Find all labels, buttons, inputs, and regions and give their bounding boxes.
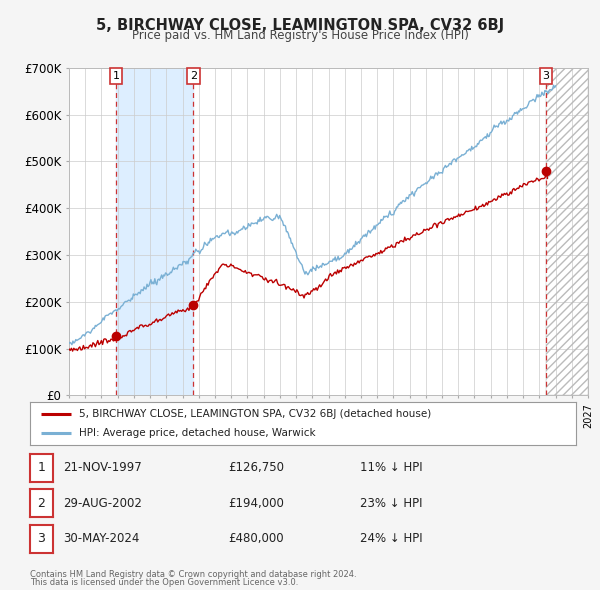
Text: 24% ↓ HPI: 24% ↓ HPI xyxy=(360,532,422,545)
Text: 30-MAY-2024: 30-MAY-2024 xyxy=(63,532,139,545)
Text: 1: 1 xyxy=(37,461,46,474)
Text: £126,750: £126,750 xyxy=(228,461,284,474)
Text: 21-NOV-1997: 21-NOV-1997 xyxy=(63,461,142,474)
Bar xyxy=(546,68,588,395)
Text: Price paid vs. HM Land Registry's House Price Index (HPI): Price paid vs. HM Land Registry's House … xyxy=(131,30,469,42)
Text: 23% ↓ HPI: 23% ↓ HPI xyxy=(360,497,422,510)
Text: 3: 3 xyxy=(542,71,550,81)
Text: 1: 1 xyxy=(112,71,119,81)
Bar xyxy=(116,68,193,395)
Text: This data is licensed under the Open Government Licence v3.0.: This data is licensed under the Open Gov… xyxy=(30,578,298,587)
Text: 5, BIRCHWAY CLOSE, LEAMINGTON SPA, CV32 6BJ: 5, BIRCHWAY CLOSE, LEAMINGTON SPA, CV32 … xyxy=(96,18,504,32)
Text: £194,000: £194,000 xyxy=(228,497,284,510)
Text: HPI: Average price, detached house, Warwick: HPI: Average price, detached house, Warw… xyxy=(79,428,316,438)
Text: 11% ↓ HPI: 11% ↓ HPI xyxy=(360,461,422,474)
Text: 29-AUG-2002: 29-AUG-2002 xyxy=(63,497,142,510)
Text: 2: 2 xyxy=(190,71,197,81)
Text: Contains HM Land Registry data © Crown copyright and database right 2024.: Contains HM Land Registry data © Crown c… xyxy=(30,571,356,579)
Bar xyxy=(546,68,588,395)
Text: 5, BIRCHWAY CLOSE, LEAMINGTON SPA, CV32 6BJ (detached house): 5, BIRCHWAY CLOSE, LEAMINGTON SPA, CV32 … xyxy=(79,409,431,419)
Text: £480,000: £480,000 xyxy=(228,532,284,545)
Text: 3: 3 xyxy=(37,532,46,545)
Text: 2: 2 xyxy=(37,497,46,510)
